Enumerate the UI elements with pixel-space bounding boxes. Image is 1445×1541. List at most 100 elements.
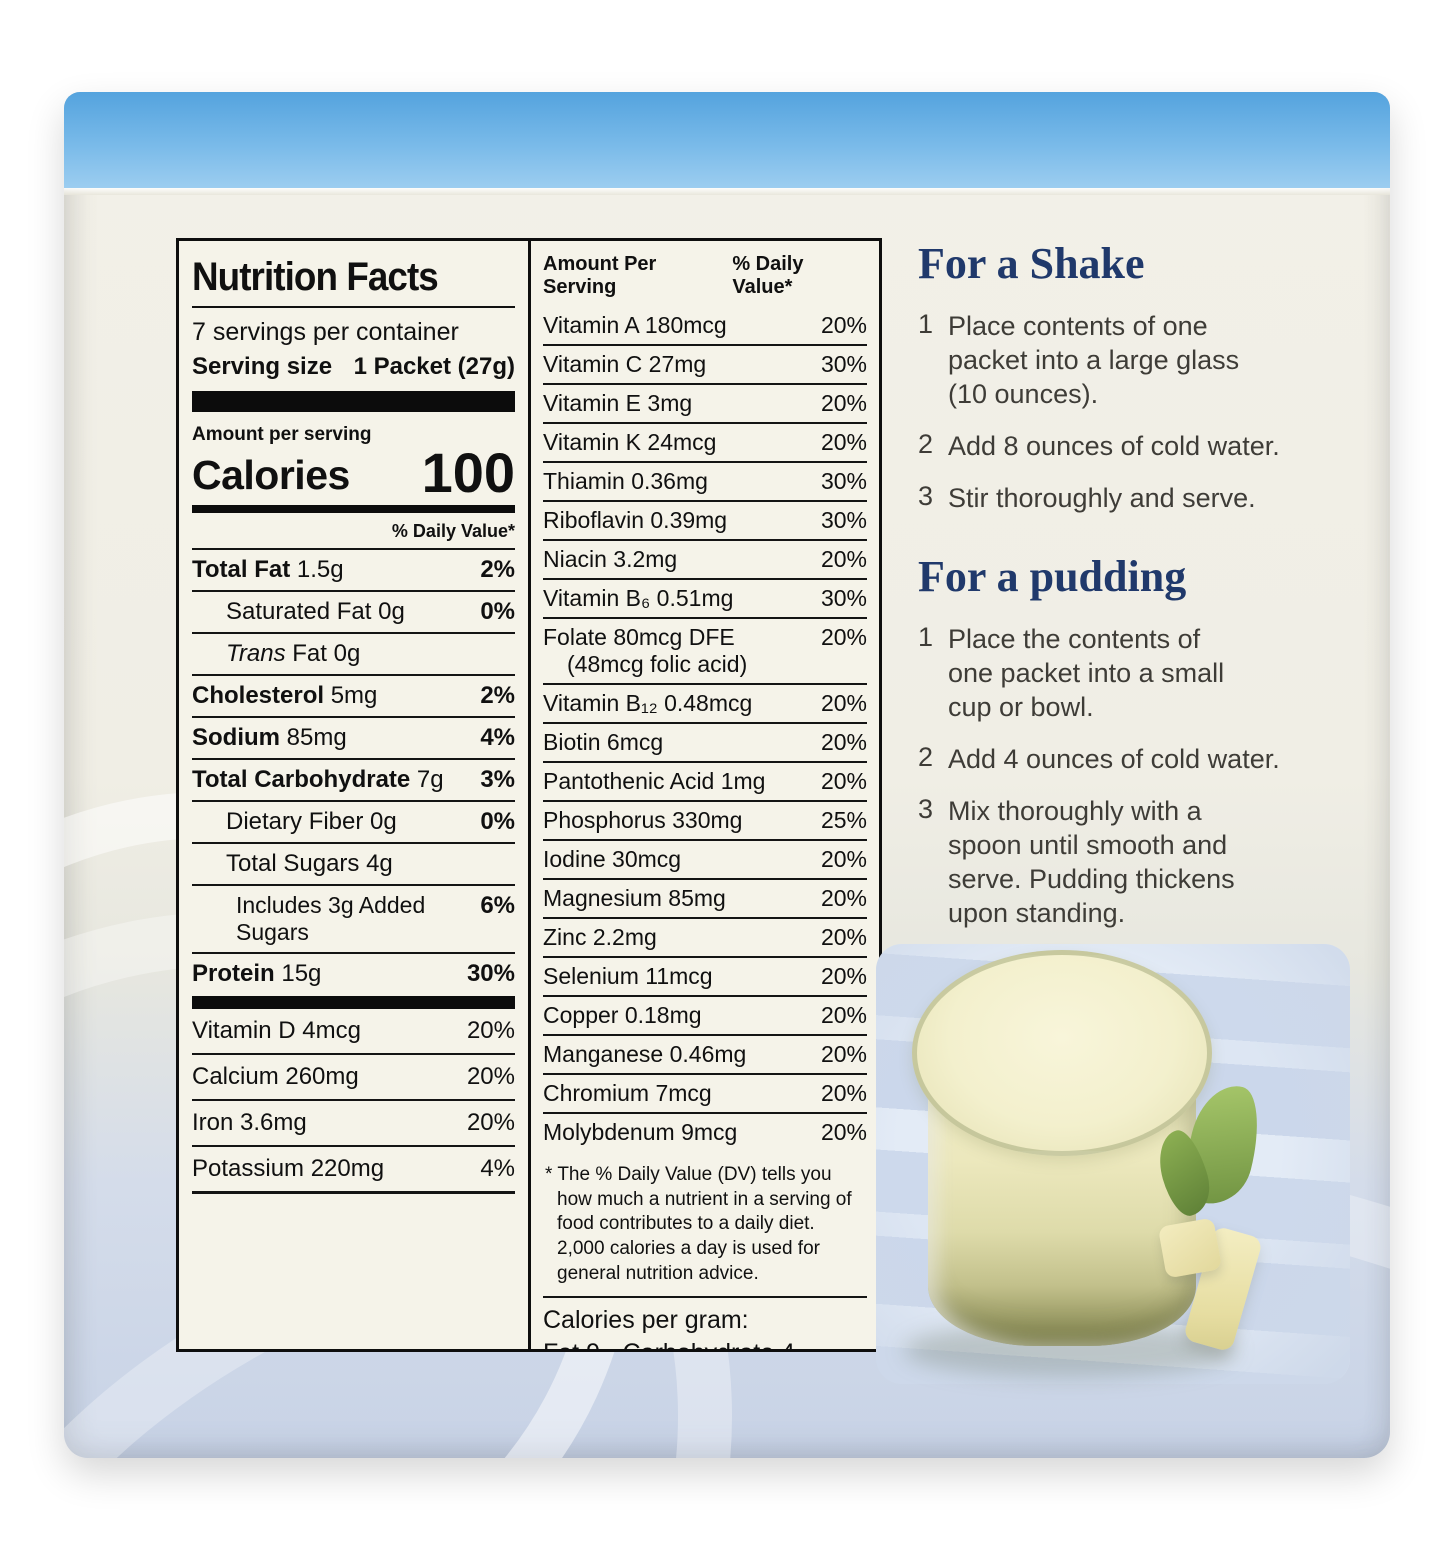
instruction-step: 1 Place contents of one packet into a lar…: [918, 309, 1368, 411]
nutrient-name: Protein 15g: [192, 960, 322, 988]
daily-value: 2%: [480, 556, 515, 584]
daily-value: 20%: [820, 390, 867, 416]
daily-value: 20%: [820, 690, 867, 716]
calories-per-gram-values: Fat 9 • Carbohydrate 4 • Protein 4: [543, 1337, 867, 1349]
nutrient-row: Vitamin K 24mcg 20%: [543, 424, 867, 463]
nutrient-name: Thiamin 0.36mg: [543, 468, 708, 494]
daily-value-header: % Daily Value*: [732, 253, 804, 298]
nutrient-name: Sodium 85mg: [192, 724, 347, 752]
nutrient-row: Potassium 220mg 4%: [192, 1147, 515, 1195]
preparation-instructions: For a Shake 1 Place contents of one packe…: [918, 238, 1368, 948]
shake-section-heading: For a Shake: [918, 239, 1145, 288]
instruction-step: 3 Mix thoroughly with a spoon until smoot…: [918, 794, 1368, 930]
nutrient-name: Magnesium 85mg: [543, 885, 726, 911]
nutrient-row: Magnesium 85mg 20%: [543, 880, 867, 919]
nutrient-row: Riboflavin 0.39mg 30%: [543, 502, 867, 541]
daily-value: 20%: [820, 429, 867, 455]
macronutrient-rows: Total Fat 1.5g 2% Saturated Fat 0g 0% Trans …: [192, 548, 515, 994]
nutrient-row: Protein 15g 30%: [192, 952, 515, 994]
nutrient-row: Folate 80mcg DFE (48mcg folic acid) 20%: [543, 619, 867, 685]
nutrient-row: Niacin 3.2mg 20%: [543, 541, 867, 580]
pudding-section-heading: For a pudding: [918, 552, 1187, 602]
nutrient-name: Chromium 7mcg: [543, 1080, 712, 1106]
daily-value: 20%: [820, 1041, 867, 1067]
vitamin-mineral-rows: Vitamin A 180mcg 20% Vitamin C 27mg 30% Vita…: [543, 307, 867, 1151]
box-back-panel: Nutrition Facts 7 servings per container…: [64, 92, 1390, 1458]
instruction-step: 1 Place the contents of one packet into a…: [918, 622, 1368, 724]
nutrient-name: Vitamin E 3mg: [543, 390, 693, 416]
daily-value: 20%: [820, 963, 867, 989]
nutrient-row: Vitamin C 27mg 30%: [543, 346, 867, 385]
divider-line: [192, 306, 515, 308]
nutrition-facts-label: Nutrition Facts 7 servings per container…: [176, 238, 882, 1352]
daily-value: 20%: [820, 729, 867, 755]
daily-value: 0%: [480, 598, 515, 626]
amount-per-serving-label: Amount per serving: [192, 424, 372, 445]
nutrient-row: Phosphorus 330mg 25%: [543, 802, 867, 841]
nutrient-row: Pantothenic Acid 1mg 20%: [543, 763, 867, 802]
white-chocolate-piece: [1157, 1217, 1223, 1279]
nutrient-row: Thiamin 0.36mg 30%: [543, 463, 867, 502]
nutrient-name: Iron 3.6mg: [192, 1109, 307, 1137]
divider-bar: [192, 996, 515, 1010]
nutrient-name: Niacin 3.2mg: [543, 546, 678, 572]
daily-value: 25%: [820, 807, 867, 833]
nutrient-name: Dietary Fiber 0g: [226, 808, 397, 836]
nutrient-name: Molybdenum 9mcg: [543, 1119, 738, 1145]
step-number: 3: [918, 794, 934, 825]
nutrition-label-left-column: Nutrition Facts 7 servings per container…: [179, 241, 531, 1349]
nutrient-name: Vitamin C 27mg: [543, 351, 707, 377]
nutrient-name: Vitamin D 4mcg: [192, 1017, 361, 1045]
nutrient-name: Vitamin K 24mcg: [543, 429, 717, 455]
daily-value: 20%: [820, 768, 867, 794]
daily-value: 30%: [820, 468, 867, 494]
nutrient-name: Selenium 11mcg: [543, 963, 713, 989]
nutrient-name: Biotin 6mcg: [543, 729, 664, 755]
nutrient-name: Calcium 260mg: [192, 1063, 359, 1091]
daily-value: 20%: [820, 1002, 867, 1028]
divider-bar: [192, 505, 515, 514]
nutrient-name: Includes 3g Added Sugars: [236, 892, 426, 946]
daily-value: 4%: [480, 1155, 515, 1183]
step-text: Stir thoroughly and serve.: [948, 483, 1256, 514]
daily-value: 3%: [480, 766, 515, 794]
daily-value: 30%: [820, 585, 867, 611]
daily-value-header: % Daily Value*: [391, 521, 515, 542]
nutrient-row: Total Carbohydrate 7g 3%: [192, 758, 515, 800]
daily-value: 20%: [466, 1063, 515, 1091]
instruction-step: 2 Add 4 ounces of cold water.: [918, 742, 1368, 776]
glass-rim-shake-surface: [912, 950, 1212, 1156]
nutrient-name: Potassium 220mg: [192, 1155, 385, 1183]
nutrient-name: Vitamin B₁₂ 0.48mcg: [543, 690, 753, 716]
nutrient-row: Vitamin B₁₂ 0.48mcg 20%: [543, 685, 867, 724]
daily-value: 20%: [466, 1109, 515, 1137]
instruction-step: 2 Add 8 ounces of cold water.: [918, 429, 1368, 463]
serving-size-label: Serving size: [192, 353, 333, 380]
nutrient-name: Zinc 2.2mg: [543, 924, 657, 950]
nutrient-row: Includes 3g Added Sugars 6%: [192, 884, 515, 952]
nutrient-name: Iodine 30mcg: [543, 846, 682, 872]
nutrient-name: Riboflavin 0.39mg: [543, 507, 728, 533]
daily-value: 20%: [820, 885, 867, 911]
step-number: 2: [918, 429, 934, 460]
nutrient-row: Dietary Fiber 0g 0%: [192, 800, 515, 842]
step-text: Place the contents of one packet into a …: [948, 624, 1225, 723]
divider-bar: [192, 391, 515, 412]
nutrition-facts-title: Nutrition Facts: [192, 255, 439, 299]
nutrient-name: Total Carbohydrate 7g: [192, 766, 444, 794]
shake-glass-photo: [876, 944, 1350, 1384]
pudding-steps: 1 Place the contents of one packet into a…: [918, 622, 1368, 930]
nutrient-row: Copper 0.18mg 20%: [543, 997, 867, 1036]
nutrient-name: Manganese 0.46mg: [543, 1041, 747, 1067]
nutrient-row: Trans Fat 0g: [192, 632, 515, 674]
daily-value: 20%: [820, 1119, 867, 1145]
step-text: Add 8 ounces of cold water.: [948, 431, 1280, 462]
nutrient-row: Total Sugars 4g: [192, 842, 515, 884]
shake-steps: 1 Place contents of one packet into a lar…: [918, 309, 1368, 515]
nutrient-row: Manganese 0.46mg 20%: [543, 1036, 867, 1075]
nutrient-name: Vitamin B₆ 0.51mg: [543, 585, 734, 611]
calories-value: 100: [421, 441, 515, 504]
daily-value: 30%: [820, 507, 867, 533]
step-number: 1: [918, 622, 934, 653]
